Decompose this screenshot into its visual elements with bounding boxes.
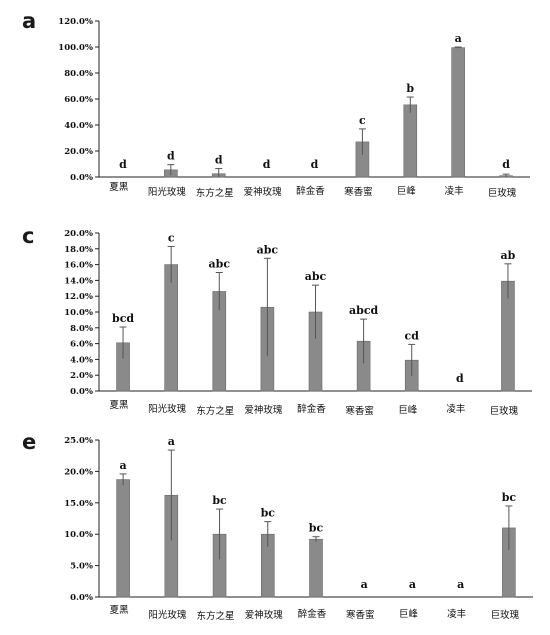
y-tick-label: 0.0% (70, 387, 93, 397)
significance-label: bc (212, 494, 227, 507)
bar (309, 538, 323, 598)
y-tick-label: 80.0% (64, 69, 93, 79)
y-tick-label: 100.0% (58, 43, 93, 53)
category-label: 阳光玫瑰 (148, 403, 187, 415)
category-label: 爱神玫瑰 (245, 609, 284, 621)
significance-label: c (168, 231, 175, 244)
chart-panel-a: a 0.0% 20.0% 40.0% 60.0% 80.0% 100.0% 120.0% d 夏黑… (22, 9, 530, 199)
y-tick-label: 15.0% (64, 499, 93, 509)
y-tick-label: 0.0% (70, 593, 93, 603)
significance-label: d (456, 372, 464, 385)
category-label: 东方之星 (196, 187, 234, 199)
y-tick-label: 120.0% (58, 17, 93, 27)
y-tick-label: 10.0% (64, 530, 93, 540)
category-label: 凌丰 (447, 608, 466, 620)
category-label: 巨峰 (398, 405, 418, 416)
category-label: 凌丰 (446, 403, 465, 415)
category-label: 阳光玫瑰 (148, 186, 187, 198)
category-label: 阳光玫瑰 (148, 609, 187, 621)
significance-label: b (406, 82, 414, 95)
significance-label: bcd (112, 312, 134, 325)
panel-label-a: a (22, 9, 36, 33)
y-tick-label: 5.0% (70, 562, 93, 572)
y-tick-label: 16.0% (64, 261, 93, 271)
category-label: 寒香蜜 (344, 186, 373, 198)
category-label: 巨峰 (397, 186, 417, 197)
chart-panel-c: c 0.0% 2.0% 4.0% 6.0% 8.0% 10.0% 12.0% 14.0% 16.0… (22, 224, 532, 417)
category-label: 寒香蜜 (346, 609, 375, 621)
bar (116, 479, 130, 598)
y-tick-label: 6.0% (70, 340, 93, 350)
significance-label: d (167, 150, 175, 163)
significance-label: abc (305, 270, 327, 283)
chart-panel-e: e 0.0% 5.0% 10.0% 15.0% 20.0% 25.0% a 夏黑 a 阳光玫瑰 bc 东… (22, 430, 533, 622)
category-label: 醉金香 (296, 185, 325, 197)
significance-label: d (311, 158, 319, 171)
y-tick-label: 18.0% (64, 245, 93, 255)
category-label: 巨玫瑰 (488, 187, 517, 199)
y-tick-label: 2.0% (70, 371, 93, 381)
significance-label: bc (502, 491, 517, 504)
category-label: 凌丰 (445, 185, 464, 197)
category-label: 巨峰 (399, 609, 419, 620)
y-tick-label: 12.0% (64, 292, 93, 302)
category-label: 夏黑 (109, 182, 129, 193)
significance-label: d (215, 154, 223, 167)
category-label: 东方之星 (197, 610, 235, 622)
significance-label: d (502, 158, 510, 171)
category-label: 巨玫瑰 (491, 609, 520, 621)
category-label: 巨玫瑰 (490, 405, 519, 417)
y-tick-label: 10.0% (64, 308, 93, 318)
significance-label: d (119, 158, 127, 171)
y-tick-label: 20.0% (64, 467, 93, 477)
bar (403, 104, 418, 178)
y-tick-label: 60.0% (64, 95, 93, 105)
y-tick-label: 4.0% (70, 355, 93, 365)
category-label: 爱神玫瑰 (244, 404, 283, 416)
significance-label: bc (309, 522, 324, 535)
significance-label: c (359, 114, 366, 127)
significance-label: a (168, 435, 175, 448)
y-tick-label: 14.0% (64, 276, 93, 286)
significance-label: a (361, 578, 368, 591)
significance-label: d (263, 158, 271, 171)
significance-label: a (455, 32, 462, 45)
y-tick-label: 8.0% (70, 324, 93, 334)
significance-label: a (120, 459, 127, 472)
significance-label: abc (209, 258, 231, 271)
significance-label: abc (257, 243, 279, 256)
panel-label-e: e (22, 430, 36, 454)
significance-label: cd (405, 329, 420, 342)
significance-label: ab (501, 249, 516, 262)
category-label: 醉金香 (297, 403, 326, 415)
bar (451, 47, 465, 178)
significance-label: bc (261, 507, 276, 520)
significance-label: a (409, 578, 416, 591)
significance-label: abcd (349, 304, 379, 317)
category-label: 东方之星 (196, 405, 234, 417)
category-label: 夏黑 (110, 605, 130, 616)
category-label: 醉金香 (298, 608, 327, 620)
category-label: 夏黑 (110, 400, 130, 411)
panel-label-c: c (22, 224, 34, 248)
significance-label: a (457, 578, 464, 591)
y-tick-label: 0.0% (70, 173, 93, 183)
y-tick-label: 40.0% (64, 121, 93, 131)
y-tick-label: 25.0% (64, 436, 93, 446)
bar (164, 264, 178, 392)
y-tick-label: 20.0% (64, 147, 93, 157)
category-label: 寒香蜜 (345, 405, 374, 417)
category-label: 爱神玫瑰 (244, 186, 283, 198)
y-tick-label: 20.0% (64, 229, 93, 239)
